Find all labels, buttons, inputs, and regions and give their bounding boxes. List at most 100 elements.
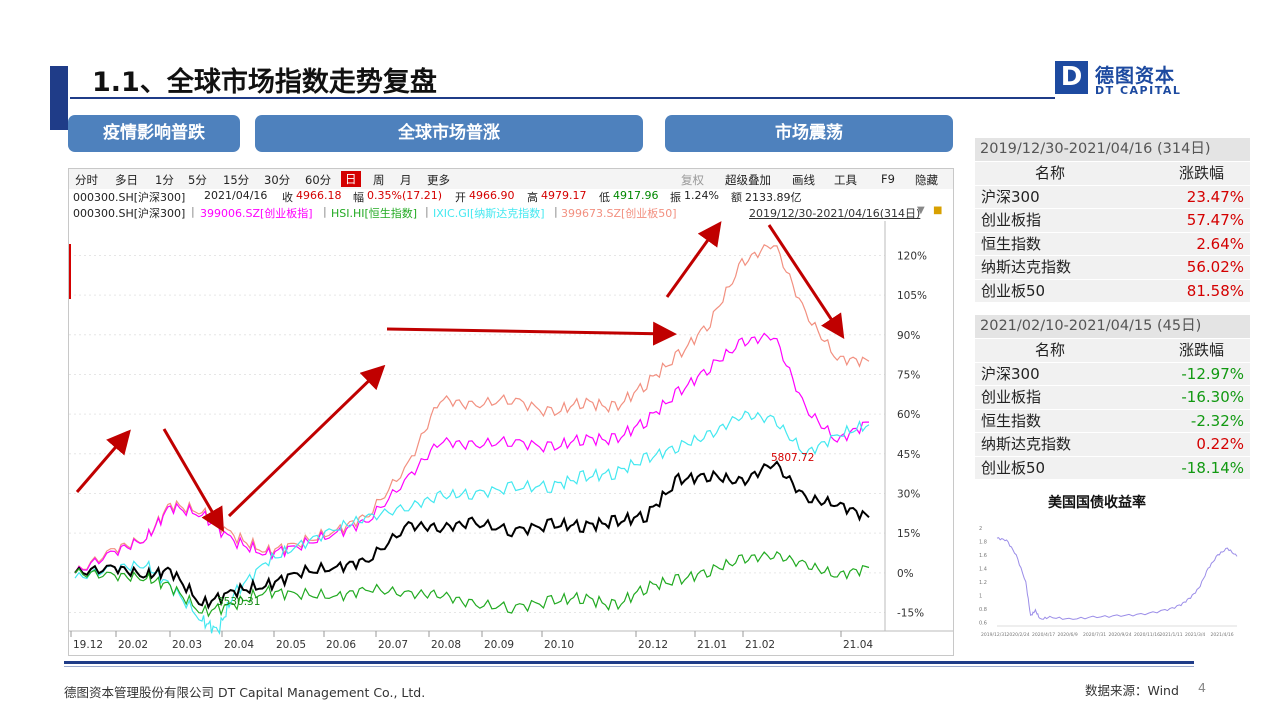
- chart-toolbar: 分时 多日 1分 5分 15分 30分 60分 日 周 月 更多 复权 超级叠加…: [69, 169, 953, 189]
- index-name: 纳斯达克指数: [981, 435, 1072, 453]
- phase-banner-volatile: 市场震荡: [665, 115, 953, 152]
- high-value: 4979.17: [541, 189, 587, 202]
- trend-arrow: [162, 428, 225, 533]
- treasury-x-tick: 2021/1/11: [1160, 632, 1183, 638]
- x-tick-label: 20.04: [224, 639, 254, 651]
- f9-button[interactable]: F9: [881, 172, 895, 186]
- period-return-table-full: 2019/12/30-2021/04/16 (314日) 名称 涨跌幅 沪深30…: [975, 138, 1250, 302]
- tools-button[interactable]: 工具: [834, 173, 857, 187]
- tab-weekly[interactable]: 周: [373, 173, 385, 187]
- index-name: 创业板指: [981, 211, 1042, 229]
- treasury-x-tick: 2019/12/31: [981, 632, 1007, 638]
- tab-monthly[interactable]: 月: [400, 173, 412, 187]
- logo-mark-icon: D: [1055, 61, 1088, 94]
- footer-divider: [64, 661, 1194, 664]
- index-change: 56.02%: [1186, 258, 1244, 276]
- x-tick-label: 21.04: [843, 639, 873, 651]
- open-label: 开: [455, 191, 466, 204]
- x-tick-label: 19.12: [73, 639, 103, 651]
- table-row: 沪深300 23.47%: [975, 184, 1250, 209]
- table1-header: 名称 涨跌幅: [975, 161, 1250, 185]
- col-name-header: 名称: [1035, 164, 1066, 182]
- trend-arrow: [767, 224, 845, 340]
- x-tick-label: 21.01: [697, 639, 727, 651]
- tab-60min[interactable]: 60分: [305, 173, 332, 187]
- quote-code: 000300.SH[沪深300]: [73, 191, 186, 204]
- period-return-table-recent: 2021/02/10-2021/04/15 (45日) 名称 涨跌幅 沪深300…: [975, 315, 1250, 479]
- col-change-header: 涨跌幅: [1178, 341, 1224, 359]
- table-row: 沪深300 -12.97%: [975, 361, 1250, 386]
- treasury-yield-line: [996, 537, 1238, 620]
- treasury-y-tick: 1.6: [979, 553, 987, 559]
- dropdown-icon[interactable]: ▼: [917, 205, 925, 216]
- x-tick-label: 20.08: [431, 639, 461, 651]
- index-change: 57.47%: [1186, 211, 1244, 229]
- table1-title: 2019/12/30-2021/04/16 (314日): [975, 138, 1250, 161]
- tab-more[interactable]: 更多: [427, 173, 450, 187]
- tab-30min[interactable]: 30分: [264, 173, 291, 187]
- company-name: 德图资本管理股份有限公司 DT Capital Management Co., …: [64, 685, 426, 700]
- treasury-x-tick: 2020/4/17: [1032, 632, 1055, 638]
- x-tick-label: 21.02: [745, 639, 775, 651]
- phase-banner-decline: 疫情影响普跌: [68, 115, 240, 152]
- draw-line-button[interactable]: 画线: [792, 173, 815, 187]
- page-title: 1.1、全球市场指数走势复盘: [92, 67, 437, 98]
- tab-multi-day[interactable]: 多日: [115, 173, 138, 187]
- treasury-x-tick: 2020/6/9: [1058, 632, 1078, 638]
- y-tick-label: 75%: [897, 369, 920, 381]
- x-tick-label: 20.10: [544, 639, 574, 651]
- index-name: 创业板50: [981, 458, 1046, 477]
- index-name: 纳斯达克指数: [981, 258, 1072, 276]
- table-row: 恒生指数 2.64%: [975, 231, 1250, 256]
- legend-hsi: HSI.HI[恒生指数]: [331, 207, 418, 220]
- table2-title: 2021/02/10-2021/04/15 (45日): [975, 315, 1250, 338]
- x-tick-label: 20.09: [484, 639, 514, 651]
- x-tick-label: 20.12: [638, 639, 668, 651]
- y-tick-label: 120%: [897, 250, 927, 262]
- treasury-x-tick: 2020/9/24: [1109, 632, 1132, 638]
- col-name-header: 名称: [1035, 341, 1066, 359]
- series-line-cyb50: [74, 244, 870, 574]
- y-tick-label: 105%: [897, 290, 927, 302]
- lock-icon[interactable]: ■: [933, 205, 943, 216]
- x-tick-label: 20.05: [276, 639, 306, 651]
- super-overlay-button[interactable]: 超级叠加: [725, 173, 771, 187]
- tab-5min[interactable]: 5分: [188, 173, 207, 187]
- overlay-legend: 000300.SH[沪深300] | 399006.SZ[创业板指] | HSI…: [73, 205, 943, 220]
- index-change: 2.64%: [1196, 234, 1244, 253]
- tab-15min[interactable]: 15分: [223, 173, 250, 187]
- tab-1min[interactable]: 1分: [155, 173, 174, 187]
- index-chart-panel: 分时 多日 1分 5分 15分 30分 60分 日 周 月 更多 复权 超级叠加…: [68, 168, 954, 656]
- quote-info-line: 000300.SH[沪深300] 2021/04/16 收 4966.18 幅 …: [69, 189, 953, 205]
- close-value: 4966.18: [296, 189, 342, 202]
- y-tick-label: 15%: [897, 528, 920, 540]
- legend-hs300: 000300.SH[沪深300]: [73, 207, 186, 220]
- y-tick-label: 0%: [897, 568, 914, 580]
- tab-daily[interactable]: 日: [341, 171, 361, 187]
- tab-intraday[interactable]: 分时: [75, 173, 98, 187]
- table-row: 纳斯达克指数 0.22%: [975, 432, 1250, 456]
- index-change: -18.14%: [1181, 458, 1244, 477]
- treasury-y-tick: 1.4: [979, 567, 987, 573]
- series-line-ixic: [74, 410, 870, 636]
- low-value: 4917.96: [613, 189, 659, 202]
- index-change: 23.47%: [1186, 187, 1244, 206]
- index-name: 恒生指数: [981, 234, 1042, 253]
- overlay-range[interactable]: 2019/12/30-2021/04/16(314日): [749, 207, 921, 220]
- low-label: 低: [599, 191, 610, 204]
- index-name: 恒生指数: [981, 411, 1042, 430]
- title-accent-bar: [50, 66, 68, 130]
- adjust-button[interactable]: 复权: [681, 173, 704, 187]
- table-row: 创业板50 -18.14%: [975, 455, 1250, 480]
- index-change: 0.22%: [1196, 435, 1244, 453]
- treasury-x-tick: 2020/2/24: [1007, 632, 1030, 638]
- table-row: 创业板指 -16.30%: [975, 385, 1250, 409]
- table-row: 恒生指数 -2.32%: [975, 408, 1250, 433]
- treasury-y-tick: 1: [979, 594, 982, 600]
- index-change: -16.30%: [1181, 388, 1244, 406]
- trend-arrow: [75, 429, 131, 493]
- amount-label: 额: [731, 191, 742, 204]
- quote-date: 2021/04/16: [204, 189, 268, 202]
- hide-button[interactable]: 隐藏: [915, 173, 938, 187]
